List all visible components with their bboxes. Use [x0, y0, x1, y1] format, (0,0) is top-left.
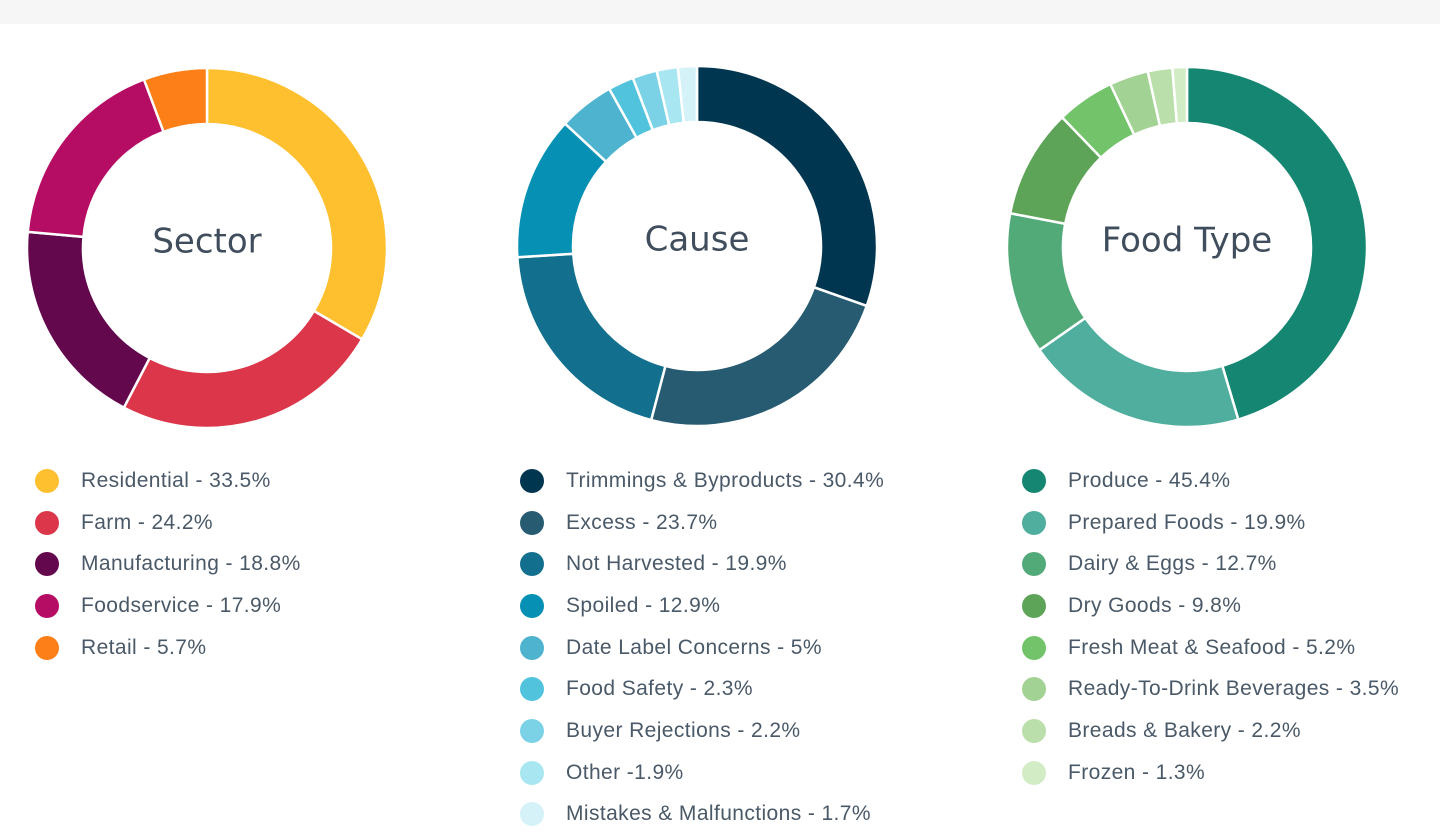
legend-item-fresh-meat-and-seafood[interactable]: Fresh Meat & Seafood - 5.2%	[1022, 627, 1399, 669]
legend-label: Food Safety - 2.3%	[566, 677, 753, 701]
legend-swatch	[1022, 636, 1046, 660]
donut-center-label: Food Type	[1102, 221, 1272, 261]
legend-swatch	[35, 636, 59, 660]
legend-label: Trimmings & Byproducts - 30.4%	[566, 469, 884, 493]
legend-swatch	[1022, 761, 1046, 785]
legend-swatch	[520, 636, 544, 660]
legend-swatch	[520, 552, 544, 576]
legend-label: Excess - 23.7%	[566, 511, 718, 535]
cause-chart: Cause Trimmings & Byproducts - 30.4% Exce…	[490, 0, 970, 810]
legend-item-mistakes-and-malfunctions[interactable]: Mistakes & Malfunctions - 1.7%	[520, 794, 884, 835]
legend-item-date-label-concerns[interactable]: Date Label Concerns - 5%	[520, 627, 884, 669]
legend-item-retail[interactable]: Retail - 5.7%	[35, 627, 301, 669]
cause-donut: Cause	[490, 60, 970, 440]
slice-not-harvested[interactable]	[517, 254, 665, 420]
legend-label: Date Label Concerns - 5%	[566, 636, 822, 660]
slice-farm[interactable]	[124, 311, 362, 428]
legend-item-dairy-and-eggs[interactable]: Dairy & Eggs - 12.7%	[1022, 543, 1399, 585]
legend-label: Retail - 5.7%	[81, 636, 206, 660]
legend-item-spoiled[interactable]: Spoiled - 12.9%	[520, 585, 884, 627]
legend-item-buyer-rejections[interactable]: Buyer Rejections - 2.2%	[520, 710, 884, 752]
slice-foodservice[interactable]	[28, 79, 164, 237]
legend-label: Produce - 45.4%	[1068, 469, 1230, 493]
legend-label: Prepared Foods - 19.9%	[1068, 511, 1306, 535]
legend-swatch	[520, 677, 544, 701]
legend-label: Frozen - 1.3%	[1068, 761, 1205, 785]
legend-label: Dry Goods - 9.8%	[1068, 594, 1241, 618]
legend-item-manufacturing[interactable]: Manufacturing - 18.8%	[35, 543, 301, 585]
legend-item-dry-goods[interactable]: Dry Goods - 9.8%	[1022, 585, 1399, 627]
legend-item-not-harvested[interactable]: Not Harvested - 19.9%	[520, 543, 884, 585]
legend-swatch	[35, 552, 59, 576]
legend-swatch	[1022, 594, 1046, 618]
legend-label: Other -1.9%	[566, 761, 684, 785]
legend-item-prepared-foods[interactable]: Prepared Foods - 19.9%	[1022, 502, 1399, 544]
legend-swatch	[1022, 677, 1046, 701]
legend-item-trimmings-and-byproducts[interactable]: Trimmings & Byproducts - 30.4%	[520, 460, 884, 502]
legend-swatch	[520, 761, 544, 785]
legend-label: Foodservice - 17.9%	[81, 594, 281, 618]
legend-swatch	[35, 469, 59, 493]
slice-residential[interactable]	[207, 68, 387, 339]
legend-item-frozen[interactable]: Frozen - 1.3%	[1022, 752, 1399, 794]
legend-swatch	[1022, 719, 1046, 743]
legend-label: Fresh Meat & Seafood - 5.2%	[1068, 636, 1355, 660]
slice-prepared-foods[interactable]	[1039, 318, 1238, 427]
legend-label: Ready-To-Drink Beverages - 3.5%	[1068, 677, 1399, 701]
legend-item-foodservice[interactable]: Foodservice - 17.9%	[35, 585, 301, 627]
legend-swatch	[520, 594, 544, 618]
legend-item-produce[interactable]: Produce - 45.4%	[1022, 460, 1399, 502]
legend-label: Buyer Rejections - 2.2%	[566, 719, 800, 743]
legend-item-other[interactable]: Other -1.9%	[520, 752, 884, 794]
legend-swatch	[520, 469, 544, 493]
cause-legend: Trimmings & Byproducts - 30.4% Excess - 2…	[520, 460, 884, 835]
legend-label: Spoiled - 12.9%	[566, 594, 720, 618]
legend-item-food-safety[interactable]: Food Safety - 2.3%	[520, 668, 884, 710]
sector-legend: Residential - 33.5% Farm - 24.2% Manufactu…	[35, 460, 301, 668]
food-type-donut: Food Type	[990, 60, 1440, 440]
legend-label: Farm - 24.2%	[81, 511, 213, 535]
legend-swatch	[520, 802, 544, 826]
food-type-chart: Food Type Produce - 45.4% Prepared Foods …	[990, 0, 1440, 810]
legend-swatch	[1022, 511, 1046, 535]
legend-item-breads-and-bakery[interactable]: Breads & Bakery - 2.2%	[1022, 710, 1399, 752]
food-type-legend: Produce - 45.4% Prepared Foods - 19.9% Dai…	[1022, 460, 1399, 794]
legend-label: Breads & Bakery - 2.2%	[1068, 719, 1301, 743]
sector-donut: Sector	[0, 60, 480, 440]
legend-label: Not Harvested - 19.9%	[566, 552, 787, 576]
legend-swatch	[1022, 469, 1046, 493]
legend-swatch	[35, 511, 59, 535]
legend-item-ready-to-drink-beverages[interactable]: Ready-To-Drink Beverages - 3.5%	[1022, 668, 1399, 710]
sector-chart: Sector Residential - 33.5% Farm - 24.2% Ma…	[0, 0, 480, 810]
legend-swatch	[1022, 552, 1046, 576]
legend-item-farm[interactable]: Farm - 24.2%	[35, 502, 301, 544]
donut-center-label: Sector	[152, 222, 261, 262]
slice-trimmings-and-byproducts[interactable]	[697, 66, 877, 306]
legend-swatch	[520, 511, 544, 535]
donut-center-label: Cause	[645, 220, 750, 260]
slice-manufacturing[interactable]	[27, 232, 150, 408]
legend-label: Manufacturing - 18.8%	[81, 552, 301, 576]
legend-item-excess[interactable]: Excess - 23.7%	[520, 502, 884, 544]
legend-item-residential[interactable]: Residential - 33.5%	[35, 460, 301, 502]
legend-swatch	[520, 719, 544, 743]
legend-label: Mistakes & Malfunctions - 1.7%	[566, 802, 871, 826]
slice-excess[interactable]	[651, 287, 867, 426]
legend-label: Dairy & Eggs - 12.7%	[1068, 552, 1277, 576]
legend-swatch	[35, 594, 59, 618]
legend-label: Residential - 33.5%	[81, 469, 271, 493]
